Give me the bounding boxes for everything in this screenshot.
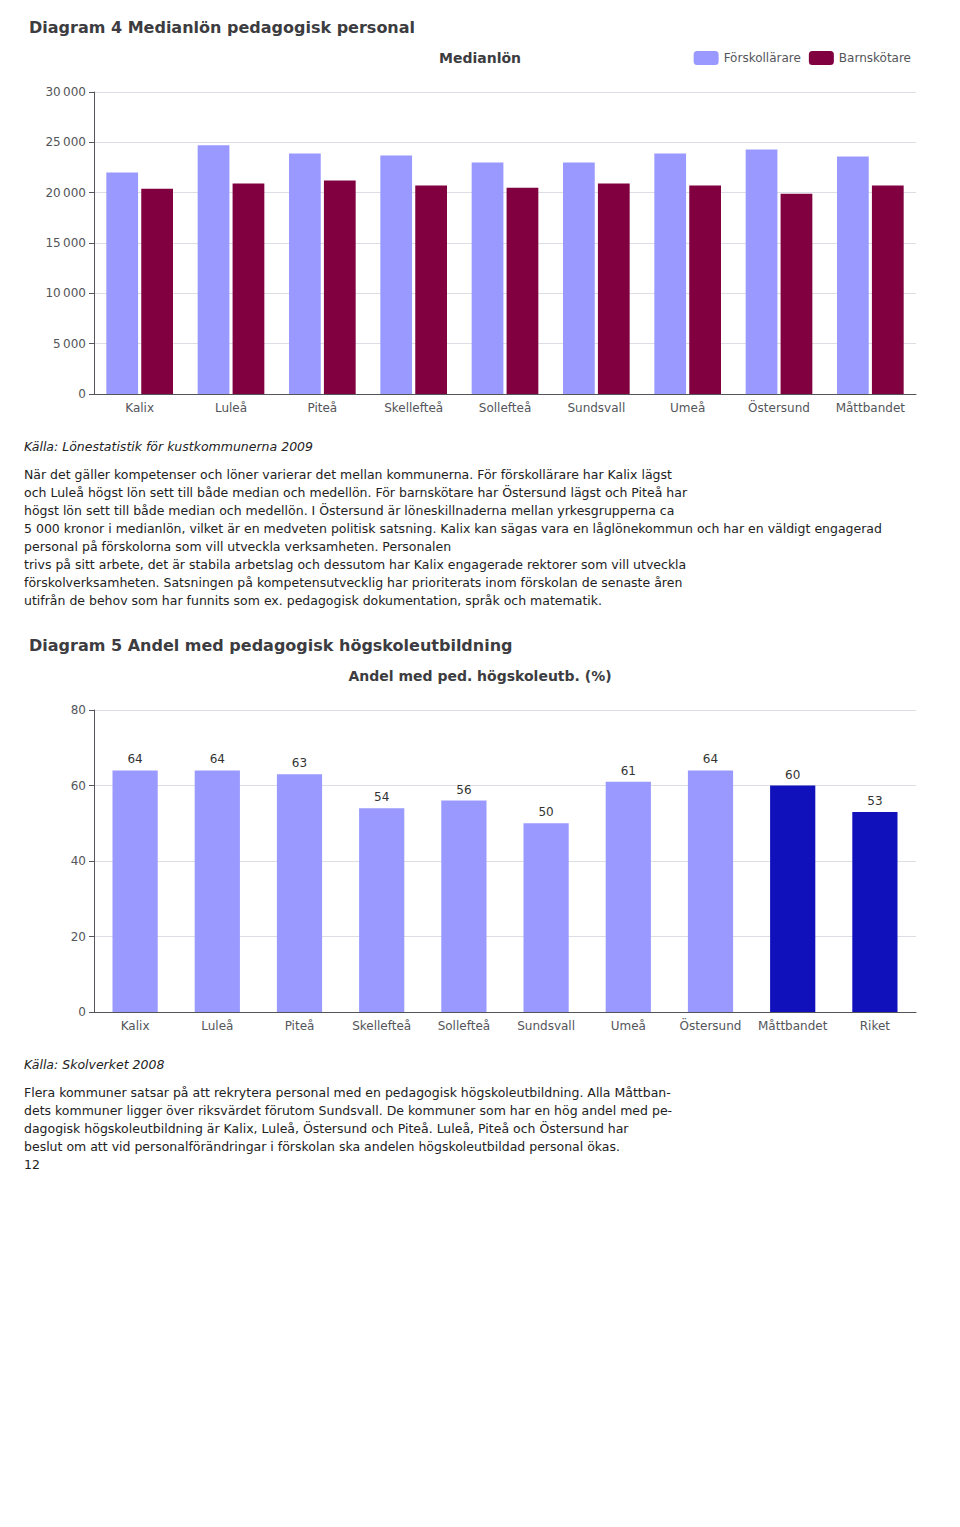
svg-text:Kalix: Kalix xyxy=(121,1019,150,1033)
html-text:dets kommuner ligger över riks: dets kommuner ligger över riksvärdet för… xyxy=(24,1103,673,1118)
svg-text:Umeå: Umeå xyxy=(611,1019,646,1033)
svg-text:Måttbandet: Måttbandet xyxy=(758,1019,828,1033)
svg-text:63: 63 xyxy=(292,756,307,770)
svg-text:Luleå: Luleå xyxy=(201,1019,233,1033)
svg-text:Sundsvall: Sundsvall xyxy=(517,1019,575,1033)
html-text:utifrån de behov som har funni: utifrån de behov som har funnits som ex.… xyxy=(24,593,602,608)
svg-text:Barnskötare: Barnskötare xyxy=(839,51,911,65)
html-text:När det gäller kompetenser och: När det gäller kompetenser och löner var… xyxy=(24,467,672,482)
svg-text:60: 60 xyxy=(71,779,86,793)
svg-text:40: 40 xyxy=(71,854,86,868)
svg-text:0: 0 xyxy=(78,387,86,401)
svg-text:Luleå: Luleå xyxy=(215,401,247,415)
svg-text:Förskollärare: Förskollärare xyxy=(724,51,801,65)
svg-text:15 000: 15 000 xyxy=(45,236,86,250)
svg-text:Östersund: Östersund xyxy=(680,1017,742,1033)
svg-text:Kalix: Kalix xyxy=(125,401,154,415)
svg-text:Medianlön: Medianlön xyxy=(439,50,521,66)
svg-text:30 000: 30 000 xyxy=(45,85,86,99)
svg-text:Riket: Riket xyxy=(860,1019,891,1033)
svg-text:56: 56 xyxy=(456,783,471,797)
svg-text:5 000: 5 000 xyxy=(53,337,86,351)
svg-text:Skellefteå: Skellefteå xyxy=(352,1019,411,1033)
svg-text:64: 64 xyxy=(127,752,142,766)
html-text:högst lön sett till både media: högst lön sett till både median och mede… xyxy=(24,503,675,518)
svg-text:64: 64 xyxy=(703,752,718,766)
html-text:beslut om att vid personalförä: beslut om att vid personalförändringar i… xyxy=(24,1139,620,1154)
html-text:Flera kommuner satsar på att r: Flera kommuner satsar på att rekrytera p… xyxy=(24,1085,671,1100)
svg-text:Sollefteå: Sollefteå xyxy=(479,401,531,415)
svg-text:Umeå: Umeå xyxy=(670,401,705,415)
svg-text:Skellefteå: Skellefteå xyxy=(384,401,443,415)
svg-text:61: 61 xyxy=(621,764,636,778)
html-text:och Luleå högst lön sett till: och Luleå högst lön sett till både media… xyxy=(24,485,687,500)
svg-text:Andel med ped. högskoleutb. (%: Andel med ped. högskoleutb. (%) xyxy=(348,668,611,684)
svg-text:Piteå: Piteå xyxy=(307,401,337,415)
svg-text:Måttbandet: Måttbandet xyxy=(836,401,906,415)
svg-text:20 000: 20 000 xyxy=(45,186,86,200)
svg-text:0: 0 xyxy=(78,1005,86,1019)
svg-text:Piteå: Piteå xyxy=(285,1019,315,1033)
svg-text:50: 50 xyxy=(538,805,553,819)
svg-text:Sundsvall: Sundsvall xyxy=(567,401,625,415)
html-text:Källa: Lönestatistik för kustk: Källa: Lönestatistik för kustkommunerna … xyxy=(24,439,313,454)
svg-text:Östersund: Östersund xyxy=(748,399,810,415)
html-text:Källa: Skolverket 2008: Källa: Skolverket 2008 xyxy=(24,1057,165,1072)
html-text:trivs på sitt arbete, det är s: trivs på sitt arbete, det är stabila arb… xyxy=(24,557,687,572)
html-text:5 000 kronor i medianlön, vilk: 5 000 kronor i medianlön, vilket är en m… xyxy=(24,521,882,554)
svg-text:60: 60 xyxy=(785,768,800,782)
svg-text:80: 80 xyxy=(71,703,86,717)
svg-text:54: 54 xyxy=(374,790,389,804)
svg-text:Diagram 4 Medianlön pedagogisk: Diagram 4 Medianlön pedagogisk personal xyxy=(29,18,415,37)
html-text:12: 12 xyxy=(24,1157,40,1172)
svg-text:64: 64 xyxy=(210,752,225,766)
svg-text:53: 53 xyxy=(867,794,882,808)
html-text:förskolverksamheten. Satsninge: förskolverksamheten. Satsningen på kompe… xyxy=(24,575,683,590)
svg-text:10 000: 10 000 xyxy=(45,286,86,300)
svg-text:20: 20 xyxy=(71,930,86,944)
svg-text:Diagram 5 Andel med pedagogisk: Diagram 5 Andel med pedagogisk högskoleu… xyxy=(29,636,513,655)
svg-text:Sollefteå: Sollefteå xyxy=(438,1019,490,1033)
svg-text:25 000: 25 000 xyxy=(45,135,86,149)
html-text:dagogisk högskoleutbildning är: dagogisk högskoleutbildning är Kalix, Lu… xyxy=(24,1121,629,1136)
